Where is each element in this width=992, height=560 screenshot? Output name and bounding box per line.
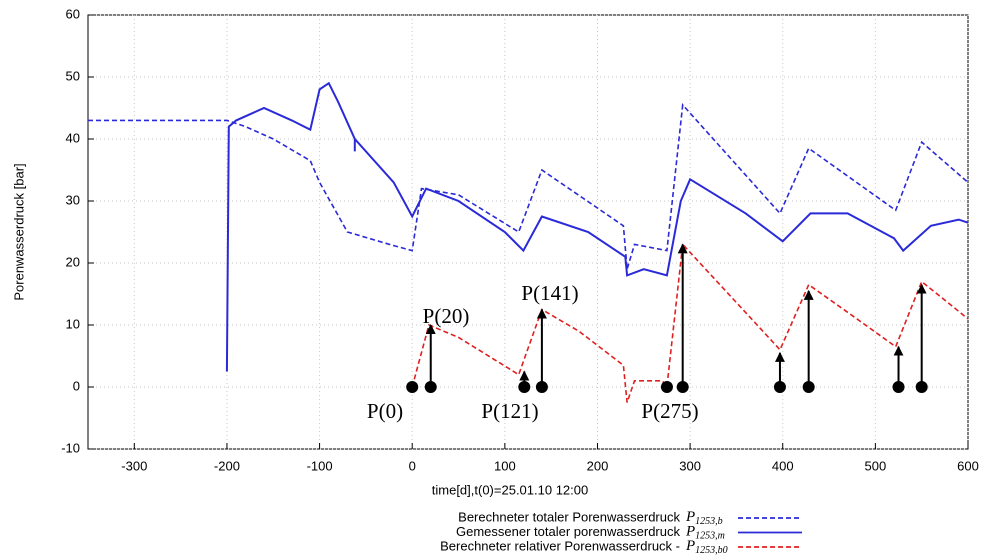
- x-tick-label: 0: [409, 458, 416, 473]
- annotation: P(275): [641, 399, 698, 423]
- legend-symbol: P1253,b: [685, 509, 723, 527]
- dot: [424, 381, 437, 393]
- dot: [892, 381, 905, 393]
- y-tick-label: 20: [66, 254, 80, 269]
- annotation: P(141): [521, 281, 578, 305]
- dot: [915, 381, 928, 393]
- dot: [802, 381, 815, 393]
- x-tick-label: -300: [121, 458, 147, 473]
- dot: [773, 381, 786, 393]
- dot: [535, 381, 548, 393]
- y-tick-label: -10: [61, 440, 80, 455]
- legend-symbol: P1253,m: [685, 524, 725, 542]
- legend-label: Gemessener totaler porenwasserdruck: [456, 524, 680, 539]
- y-tick-label: 60: [66, 6, 80, 21]
- x-tick-label: 100: [494, 458, 516, 473]
- legend-symbol-sub: 1253,b0: [695, 545, 728, 556]
- x-tick-label: -100: [307, 458, 333, 473]
- legend-label: Berechneter relativer Porenwasserdruck -: [440, 538, 680, 553]
- dot: [518, 381, 531, 393]
- legend-symbol-main: P: [685, 538, 695, 554]
- y-tick-label: 10: [66, 316, 80, 331]
- y-tick-label: 0: [73, 378, 80, 393]
- annotation: P(20): [423, 304, 470, 328]
- x-tick-label: 500: [865, 458, 887, 473]
- x-tick-label: 400: [772, 458, 794, 473]
- x-tick-label: 200: [587, 458, 609, 473]
- y-tick-label: 30: [66, 192, 80, 207]
- legend-symbol: P1253,b0: [685, 538, 728, 556]
- x-tick-label: 600: [957, 458, 979, 473]
- dot: [676, 381, 689, 393]
- series-line: [225, 81, 969, 372]
- legend-symbol-sub: 1253,b: [695, 516, 723, 527]
- y-axis-label: Porenwasserdruck [bar]: [11, 163, 26, 300]
- series-line: [88, 103, 969, 270]
- legend-label: Berechneter totaler Porenwasserdruck: [458, 509, 680, 524]
- x-tick-label: -200: [214, 458, 240, 473]
- x-axis-label: time[d],t(0)=25.01.10 12:00: [432, 482, 588, 497]
- dot: [660, 381, 673, 393]
- legend-symbol-main: P: [685, 524, 695, 540]
- legend-symbol-main: P: [685, 509, 695, 525]
- legend-symbol-sub: 1253,m: [695, 531, 725, 542]
- annotation: P(121): [481, 399, 538, 423]
- annotation: P(0): [367, 399, 403, 423]
- y-tick-label: 50: [66, 68, 80, 83]
- dot: [406, 381, 419, 393]
- y-tick-label: 40: [66, 130, 80, 145]
- x-tick-label: 300: [679, 458, 701, 473]
